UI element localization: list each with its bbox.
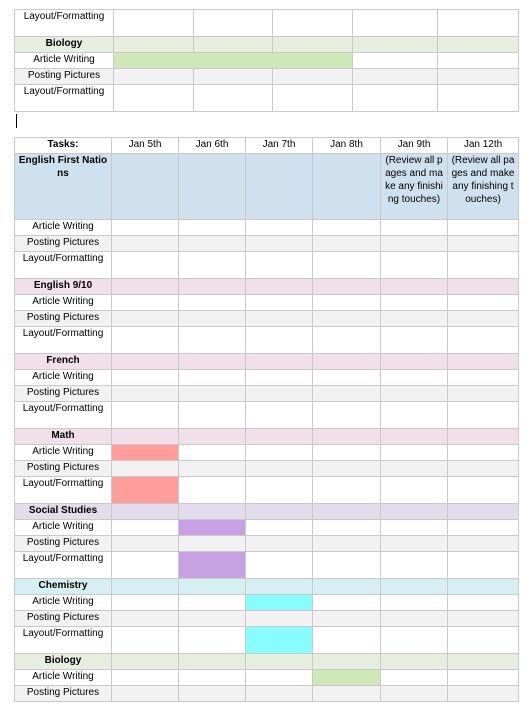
table-row: Article Writing [14, 369, 519, 386]
table-row: Layout/Formatting [14, 401, 519, 429]
table-row: Layout/Formatting [14, 84, 519, 112]
tasks-header: Tasks: [14, 137, 112, 154]
task-label: Posting Pictures [14, 310, 112, 327]
table-row: Article Writing [14, 594, 519, 611]
subject-label: Math [14, 428, 112, 445]
table-row: Article Writing [14, 519, 519, 536]
task-label: Article Writing [14, 219, 112, 236]
task-label: Article Writing [14, 669, 112, 686]
task-label: Layout/Formatting [14, 476, 112, 504]
task-label: Article Writing [14, 519, 112, 536]
review-note: (Review all pages and make any finishing… [447, 153, 519, 220]
scheduled-cell [178, 551, 246, 579]
task-label: Posting Pictures [14, 610, 112, 627]
subject-label: English First Nations [14, 153, 112, 220]
table-row: Posting Pictures [14, 235, 519, 252]
task-label: Layout/Formatting [14, 326, 112, 354]
table-row: Posting Pictures [14, 460, 519, 477]
task-label: Article Writing [14, 594, 112, 611]
text-cursor [16, 114, 17, 128]
table-row: Posting Pictures [14, 685, 519, 702]
header-row: Tasks: Jan 5th Jan 6th Jan 7th Jan 8th J… [14, 137, 519, 154]
task-label: Posting Pictures [14, 535, 112, 552]
task-label: Posting Pictures [14, 385, 112, 402]
subject-label: Chemistry [14, 578, 112, 595]
table-row: Article Writing [14, 669, 519, 686]
scheduled-cell [312, 669, 381, 686]
scheduled-cell [178, 519, 246, 536]
table-row: Article Writing [14, 52, 519, 69]
date-header: Jan 5th [111, 137, 179, 154]
subject-label: Social Studies [14, 503, 112, 520]
subject-row-math: Math [14, 428, 519, 445]
subject-row-social-studies: Social Studies [14, 503, 519, 520]
task-label: Posting Pictures [14, 235, 112, 252]
task-label: Layout/Formatting [14, 9, 114, 37]
scheduled-cell [245, 626, 313, 654]
subject-row-english-9-10: English 9/10 [14, 278, 519, 295]
table-row: Layout/Formatting [14, 326, 519, 354]
table-row: Layout/Formatting [14, 626, 519, 654]
subject-row-english-first-nations: English First Nations (Review all pages … [14, 153, 519, 220]
table-row: Layout/Formatting [14, 9, 519, 37]
date-header: Jan 7th [245, 137, 313, 154]
task-label: Article Writing [14, 52, 114, 69]
task-label: Posting Pictures [14, 685, 112, 702]
table-row: Layout/Formatting [14, 251, 519, 279]
task-label: Layout/Formatting [14, 401, 112, 429]
task-label: Layout/Formatting [14, 551, 112, 579]
subject-label: English 9/10 [14, 278, 112, 295]
scheduled-cell [113, 52, 353, 69]
task-label: Article Writing [14, 369, 112, 386]
table-row: Article Writing [14, 444, 519, 461]
table-row: Posting Pictures [14, 385, 519, 402]
table-row: Layout/Formatting [14, 551, 519, 579]
date-header: Jan 8th [312, 137, 381, 154]
task-label: Article Writing [14, 444, 112, 461]
scheduled-cell [111, 444, 179, 461]
scheduled-cell [111, 476, 179, 504]
subject-label: French [14, 353, 112, 370]
subject-row-biology: Biology [14, 653, 519, 670]
subject-row-french: French [14, 353, 519, 370]
table-row: Posting Pictures [14, 68, 519, 85]
schedule-table: Tasks: Jan 5th Jan 6th Jan 7th Jan 8th J… [14, 137, 519, 702]
task-label: Layout/Formatting [14, 251, 112, 279]
table-row: Posting Pictures [14, 310, 519, 327]
table-row: Article Writing [14, 219, 519, 236]
date-header: Jan 9th [380, 137, 448, 154]
task-label: Article Writing [14, 294, 112, 311]
task-label: Posting Pictures [14, 460, 112, 477]
task-label: Posting Pictures [14, 68, 114, 85]
date-header: Jan 6th [178, 137, 246, 154]
review-note: (Review all pages and make any finishing… [380, 153, 448, 220]
subject-row-chemistry: Chemistry [14, 578, 519, 595]
date-header: Jan 12th [447, 137, 519, 154]
scheduled-cell [245, 594, 313, 611]
table-row: Article Writing [14, 294, 519, 311]
table-row: Posting Pictures [14, 535, 519, 552]
table-row: Posting Pictures [14, 610, 519, 627]
table-row: Layout/Formatting [14, 476, 519, 504]
previous-schedule-table: Layout/Formatting Biology Article Writin… [14, 9, 519, 112]
subject-label: Biology [14, 653, 112, 670]
task-label: Layout/Formatting [14, 84, 114, 112]
subject-row-biology: Biology [14, 36, 519, 53]
task-label: Layout/Formatting [14, 626, 112, 654]
subject-label: Biology [14, 36, 114, 53]
